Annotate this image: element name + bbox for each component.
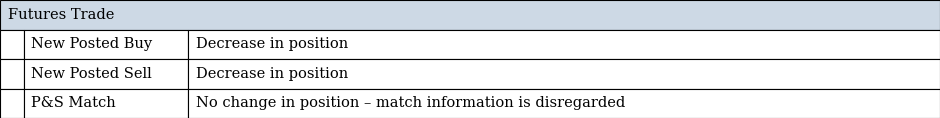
Text: Decrease in position: Decrease in position	[196, 67, 348, 81]
Bar	[188, 59, 940, 88]
Bar	[188, 30, 940, 59]
Bar	[24, 30, 188, 59]
Bar	[24, 59, 188, 88]
Bar	[0, 59, 24, 88]
Bar	[0, 30, 24, 59]
Text: New Posted Sell: New Posted Sell	[31, 67, 151, 81]
Bar	[0, 0, 940, 30]
Text: No change in position – match information is disregarded: No change in position – match informatio…	[196, 96, 625, 110]
Bar	[24, 88, 188, 118]
Text: Decrease in position: Decrease in position	[196, 37, 348, 51]
Bar	[0, 88, 24, 118]
Text: P&S Match: P&S Match	[31, 96, 116, 110]
Text: New Posted Buy: New Posted Buy	[31, 37, 152, 51]
Text: Futures Trade: Futures Trade	[8, 8, 114, 22]
Bar	[188, 88, 940, 118]
